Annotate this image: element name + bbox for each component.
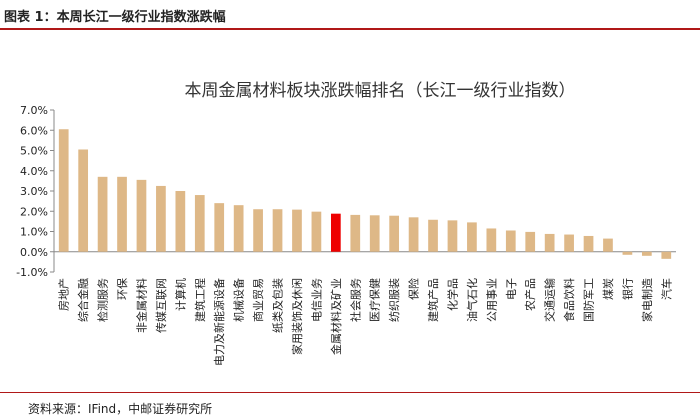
figure-header: 图表 1：本周长江一级行业指数涨跌幅 bbox=[0, 0, 700, 30]
bar-商业贸易 bbox=[253, 209, 263, 252]
x-tick-label: 汽车 bbox=[659, 278, 673, 300]
bar-医疗保健 bbox=[369, 215, 380, 252]
chart-title: 本周金属材料板块涨跌幅排名（长江一级行业指数） bbox=[185, 81, 576, 101]
x-tick-label: 家用装饰及休闲 bbox=[290, 278, 304, 355]
y-tick-label: 1.0% bbox=[20, 226, 48, 239]
figure-footer: 资料来源：IFind，中邮证券研究所 bbox=[0, 392, 700, 420]
bar-综合金融 bbox=[78, 149, 89, 252]
bar-公用事业 bbox=[486, 228, 497, 252]
bar-银行 bbox=[622, 251, 633, 255]
x-tick-label: 商业贸易 bbox=[251, 278, 265, 322]
y-axis: -1.0% 0.0% 1.0% 2.0% 3.0% 4.0% 5.0% 6.0% 7.0% bbox=[16, 104, 676, 279]
y-tick-label: 6.0% bbox=[20, 124, 48, 137]
chart-area: 本周金属材料板块涨跌幅排名（长江一级行业指数） -1.0% 0.0% 1.0% 2.0… bbox=[0, 30, 700, 392]
footer-rule bbox=[0, 392, 700, 393]
bars bbox=[58, 129, 672, 259]
bar-国防军工 bbox=[583, 235, 594, 252]
bar-食品饮料 bbox=[564, 234, 574, 252]
bar-油气石化 bbox=[467, 222, 477, 252]
y-tick-label: 7.0% bbox=[20, 104, 48, 117]
bar-农产品 bbox=[525, 231, 536, 252]
x-tick-label: 计算机 bbox=[173, 278, 187, 311]
bar-房地产 bbox=[58, 129, 69, 252]
bar-检测服务 bbox=[97, 176, 108, 252]
figure-label: 图表 1：本周长江一级行业指数涨跌幅 bbox=[4, 10, 226, 25]
y-tick-label: 0.0% bbox=[20, 246, 48, 259]
bar-非金属材料 bbox=[136, 179, 147, 252]
bar-家电制造 bbox=[641, 251, 652, 256]
x-tick-label: 电力及新能源设备 bbox=[212, 278, 226, 366]
x-tick-label: 综合金融 bbox=[76, 278, 90, 322]
x-tick-label: 房地产 bbox=[57, 278, 71, 311]
x-tick-label: 建筑产品 bbox=[426, 278, 440, 322]
x-tick-label: 国防军工 bbox=[582, 278, 596, 322]
x-tick-label: 社会服务 bbox=[348, 278, 362, 322]
x-tick-label: 环保 bbox=[115, 278, 129, 300]
bar-汽车 bbox=[661, 251, 672, 259]
bar-建筑工程 bbox=[194, 195, 205, 252]
x-tick-label: 农产品 bbox=[523, 278, 537, 311]
bar-机械设备 bbox=[233, 205, 244, 252]
x-tick-label: 食品饮料 bbox=[562, 278, 576, 322]
x-tick-label: 非金属材料 bbox=[134, 278, 148, 333]
x-tick-label: 医疗保健 bbox=[368, 278, 382, 322]
bar-保险 bbox=[408, 217, 419, 252]
y-tick-label: -1.0% bbox=[16, 266, 48, 279]
source-note: 资料来源：IFind，中邮证券研究所 bbox=[28, 402, 213, 416]
y-tick-label: 3.0% bbox=[20, 185, 48, 198]
x-tick-label: 机械设备 bbox=[232, 278, 246, 322]
bar-金属材料及矿业 bbox=[330, 213, 341, 252]
x-tick-label: 传媒互联网 bbox=[155, 278, 168, 333]
bar-社会服务 bbox=[350, 214, 361, 252]
bar-传媒互联网 bbox=[156, 185, 166, 252]
bar-电力及新能源设备 bbox=[214, 203, 225, 252]
bar-建筑产品 bbox=[428, 219, 438, 252]
bar-化学品 bbox=[447, 220, 458, 252]
x-tick-label: 银行 bbox=[620, 278, 634, 300]
bar-交通运输 bbox=[544, 233, 555, 252]
bar-煤炭 bbox=[603, 238, 613, 252]
x-tick-label: 保险 bbox=[407, 278, 421, 300]
x-tick-label: 纸类及包装 bbox=[271, 278, 285, 333]
bar-电子 bbox=[505, 230, 516, 252]
x-tick-label: 金属材料及矿业 bbox=[329, 278, 343, 355]
bar-纸类及包装 bbox=[272, 209, 283, 252]
bar-chart: 本周金属材料板块涨跌幅排名（长江一级行业指数） -1.0% 0.0% 1.0% 2.0… bbox=[16, 81, 676, 366]
x-tick-label: 电子 bbox=[505, 278, 518, 300]
x-tick-label: 检测服务 bbox=[96, 278, 110, 322]
x-tick-label: 油气石化 bbox=[465, 278, 479, 322]
x-tick-label: 纺织服装 bbox=[387, 278, 401, 322]
bar-计算机 bbox=[175, 191, 186, 252]
x-tick-label: 公用事业 bbox=[485, 278, 498, 322]
bar-家用装饰及休闲 bbox=[292, 209, 302, 252]
x-tick-label: 化学品 bbox=[445, 278, 459, 311]
x-tick-label: 建筑工程 bbox=[193, 278, 207, 322]
bar-电信业务 bbox=[311, 211, 322, 252]
x-tick-label: 煤炭 bbox=[602, 278, 615, 300]
x-axis-labels: 房地产 综合金融 检测服务 环保 非金属材料 传媒互联网 计算机 建筑工程 电力及新能源设备 机械… bbox=[57, 278, 674, 366]
y-tick-label: 5.0% bbox=[20, 145, 48, 158]
y-tick-label: 4.0% bbox=[20, 165, 48, 178]
x-tick-label: 交通运输 bbox=[543, 278, 557, 322]
bar-纺织服装 bbox=[389, 215, 400, 252]
x-tick-label: 电信业务 bbox=[310, 278, 323, 322]
header-rule bbox=[0, 28, 700, 30]
y-tick-label: 2.0% bbox=[20, 205, 48, 218]
bar-环保 bbox=[117, 176, 127, 252]
x-tick-label: 家电制造 bbox=[640, 278, 654, 322]
